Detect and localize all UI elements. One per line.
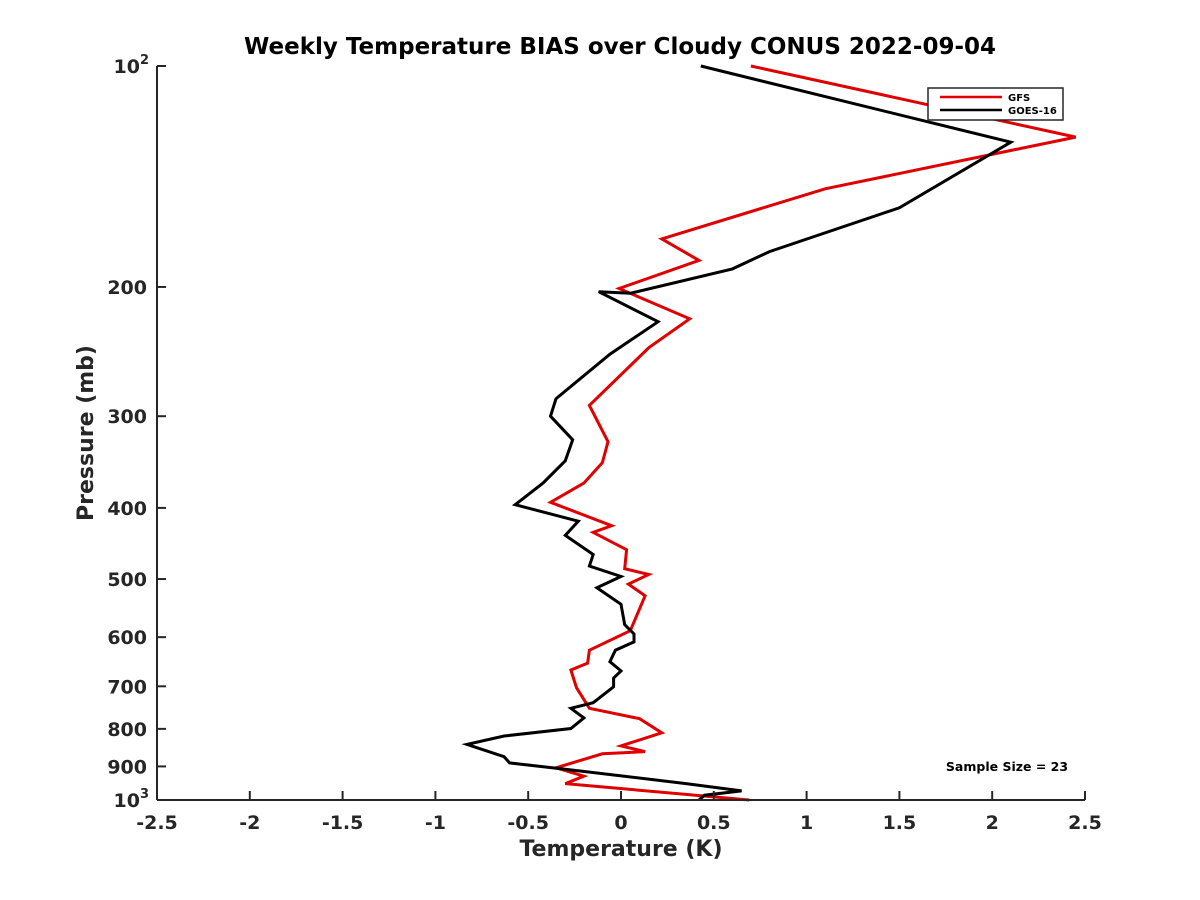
x-tick-label: -1.5 xyxy=(322,812,364,834)
x-axis-label: Temperature (K) xyxy=(519,837,722,862)
legend-box xyxy=(927,87,1064,121)
y-tick-label: 500 xyxy=(107,569,147,591)
y-tick-label: 102 xyxy=(114,53,150,78)
legend: GFS GOES-16 xyxy=(927,87,1064,121)
x-tick-label: -1 xyxy=(425,812,446,834)
y-tick-label: 700 xyxy=(107,676,147,698)
y-tick-label: 103 xyxy=(114,787,150,812)
series-line-goes16 xyxy=(461,64,1015,802)
x-tick-label: 1.5 xyxy=(883,812,917,834)
y-tick-label: 600 xyxy=(107,627,147,649)
y-axis-label: Pressure (mb) xyxy=(74,345,99,521)
plot-area xyxy=(461,64,1077,802)
x-tick-label: 2 xyxy=(986,812,999,834)
x-tick-label: -2.5 xyxy=(136,812,178,834)
y-tick-label: 200 xyxy=(107,277,147,299)
y-axis-ticks: 102 200 300 400 500 600 700 800 900 103 xyxy=(107,53,166,812)
y-tick-label: 300 xyxy=(107,406,147,428)
legend-label-gfs: GFS xyxy=(1008,93,1030,104)
x-tick-label: -2 xyxy=(239,812,260,834)
x-tick-label: 0.5 xyxy=(697,812,731,834)
series-line-gfs xyxy=(547,64,1077,802)
y-tick-label: 800 xyxy=(107,719,147,741)
x-tick-label: 1 xyxy=(800,812,813,834)
chart-title: Weekly Temperature BIAS over Cloudy CONU… xyxy=(244,34,996,60)
x-tick-label: 0 xyxy=(614,812,627,834)
x-tick-label: 2.5 xyxy=(1068,812,1102,834)
x-axis-ticks: -2.5 -2 -1.5 -1 -0.5 0 0.5 1 1.5 2 2.5 xyxy=(136,791,1102,834)
sample-size-annotation: Sample Size = 23 xyxy=(946,759,1068,774)
y-tick-label: 900 xyxy=(107,756,147,778)
legend-label-goes16: GOES-16 xyxy=(1008,106,1057,117)
y-tick-label: 400 xyxy=(107,498,147,520)
x-tick-label: -0.5 xyxy=(507,812,549,834)
